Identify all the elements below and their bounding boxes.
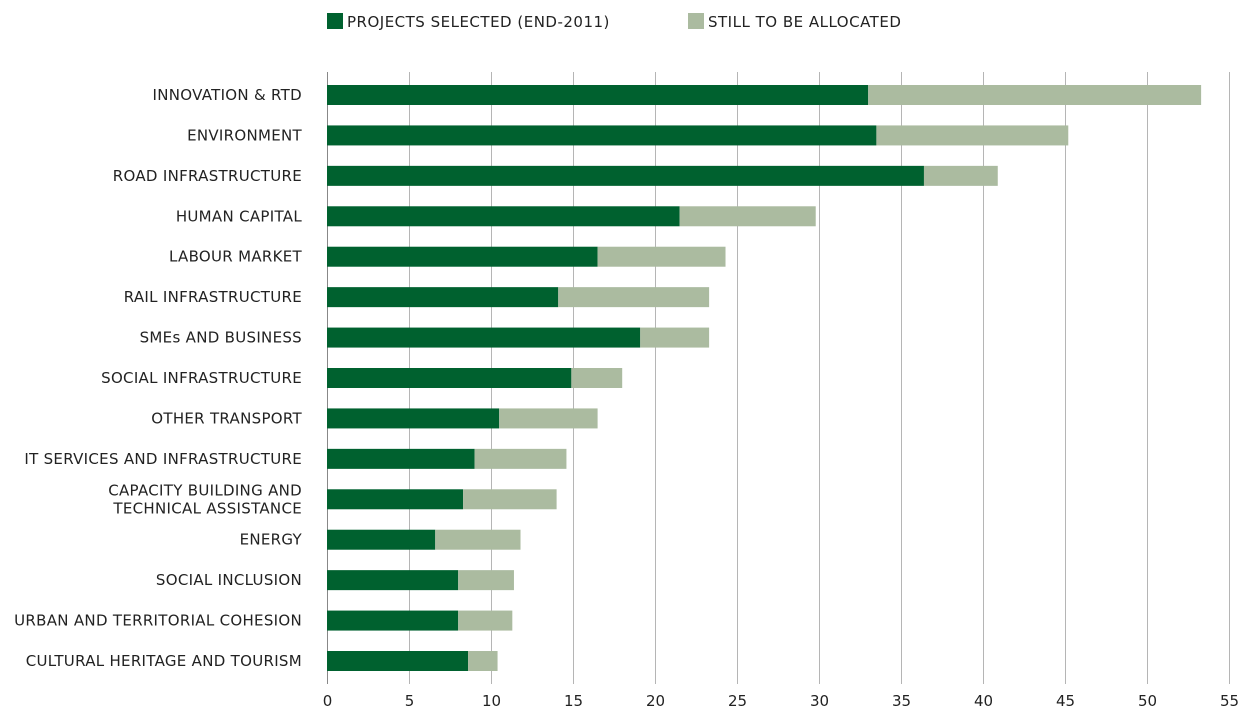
bar-projects-selected — [327, 165, 924, 186]
x-tick-label: 45 — [1056, 692, 1075, 709]
bar-projects-selected — [327, 489, 464, 510]
bar-projects-selected — [327, 125, 877, 146]
x-tick-label: 35 — [892, 692, 911, 709]
legend-swatch — [327, 13, 343, 29]
bar-still-to-allocate — [876, 125, 1069, 146]
bar-still-to-allocate — [640, 327, 710, 348]
bar-still-to-allocate — [435, 529, 521, 550]
bar-projects-selected — [327, 570, 459, 591]
bar-projects-selected — [327, 246, 598, 267]
bar-projects-selected — [327, 529, 436, 550]
category-label: ENVIRONMENT — [187, 126, 302, 144]
x-tick-label: 20 — [646, 692, 665, 709]
bar-projects-selected — [327, 448, 475, 469]
legend-label: STILL TO BE ALLOCATED — [708, 13, 901, 31]
bar-still-to-allocate — [499, 408, 598, 429]
x-tick-label: 0 — [323, 692, 333, 709]
category-label: CULTURAL HERITAGE AND TOURISM — [26, 652, 302, 670]
bar-projects-selected — [327, 408, 500, 429]
bar-projects-selected — [327, 651, 469, 671]
category-label: IT SERVICES AND INFRASTRUCTURE — [24, 450, 302, 468]
x-tick-label: 5 — [405, 692, 415, 709]
category-label: RAIL INFRASTRUCTURE — [124, 288, 302, 306]
legend-label: PROJECTS SELECTED (END-2011) — [347, 13, 610, 31]
category-label: ENERGY — [240, 531, 303, 549]
bar-projects-selected — [327, 610, 459, 631]
bar-projects-selected — [327, 287, 559, 308]
category-label: SOCIAL INFRASTRUCTURE — [101, 369, 302, 387]
x-tick-labels: 0 5 10 15 20 25 30 35 40 45 50 55 — [323, 692, 1239, 709]
bar-still-to-allocate — [679, 206, 816, 227]
x-tick-label: 10 — [482, 692, 501, 709]
bar-still-to-allocate — [474, 448, 567, 469]
legend: PROJECTS SELECTED (END-2011) STILL TO BE … — [327, 13, 901, 31]
bar-still-to-allocate — [923, 165, 998, 186]
category-label: CAPACITY BUILDING AND TECHNICAL ASSISTANC… — [108, 481, 302, 517]
x-tick-label: 15 — [564, 692, 583, 709]
x-tick-label: 40 — [974, 692, 993, 709]
category-labels: INNOVATION & RTD ENVIRONMENT ROAD INFRASTR… — [14, 86, 302, 670]
category-label: HUMAN CAPITAL — [176, 207, 303, 225]
x-tick-label: 30 — [810, 692, 829, 709]
bar-projects-selected — [327, 85, 869, 105]
category-label: INNOVATION & RTD — [153, 86, 303, 104]
category-label: ROAD INFRASTRUCTURE — [113, 167, 302, 185]
bar-projects-selected — [327, 368, 572, 388]
category-label: URBAN AND TERRITORIAL COHESION — [14, 612, 302, 630]
legend-swatch — [688, 13, 704, 29]
x-tick-label: 55 — [1220, 692, 1239, 709]
category-label: SOCIAL INCLUSION — [156, 571, 302, 589]
category-label: LABOUR MARKET — [169, 248, 303, 266]
bars — [327, 85, 1202, 671]
bar-still-to-allocate — [463, 489, 557, 510]
bar-still-to-allocate — [868, 85, 1202, 105]
bar-still-to-allocate — [571, 368, 623, 388]
category-label: SMEs AND BUSINESS — [140, 329, 302, 347]
bar-still-to-allocate — [558, 287, 710, 308]
bar-still-to-allocate — [597, 246, 726, 267]
x-tick-label: 50 — [1138, 692, 1157, 709]
bar-projects-selected — [327, 206, 680, 227]
bar-still-to-allocate — [468, 651, 498, 671]
bar-projects-selected — [327, 327, 641, 348]
category-label: OTHER TRANSPORT — [151, 409, 302, 427]
x-tick-label: 25 — [728, 692, 747, 709]
bar-still-to-allocate — [458, 570, 514, 591]
bar-still-to-allocate — [458, 610, 513, 631]
